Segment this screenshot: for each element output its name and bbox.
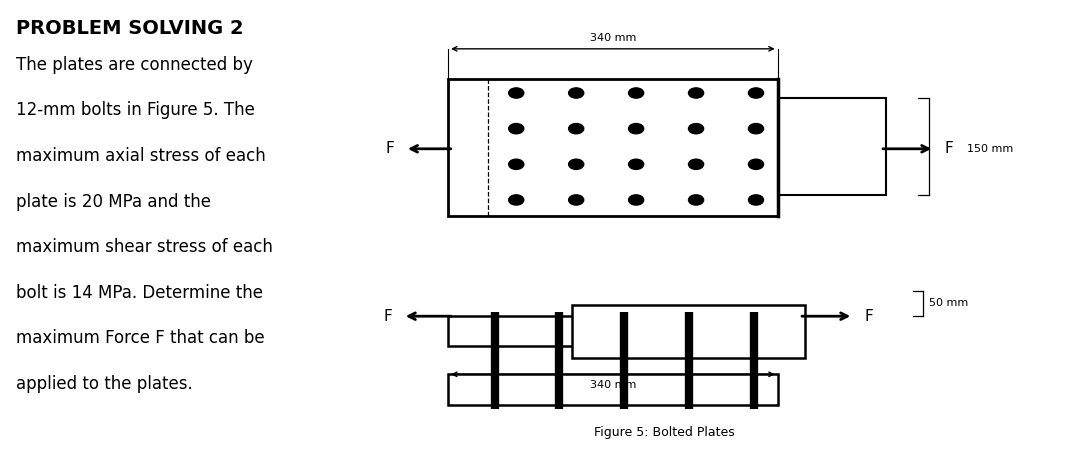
Ellipse shape xyxy=(629,124,644,134)
Text: maximum Force F that can be: maximum Force F that can be xyxy=(16,329,265,347)
Text: 50 mm: 50 mm xyxy=(929,299,968,308)
Ellipse shape xyxy=(569,124,583,134)
Ellipse shape xyxy=(689,88,704,98)
Ellipse shape xyxy=(509,195,524,205)
Ellipse shape xyxy=(689,159,704,169)
Ellipse shape xyxy=(569,159,583,169)
Text: The plates are connected by: The plates are connected by xyxy=(16,56,253,74)
Text: PROBLEM SOLVING 2: PROBLEM SOLVING 2 xyxy=(16,19,244,38)
Bar xyxy=(448,316,778,346)
Text: plate is 20 MPa and the: plate is 20 MPa and the xyxy=(16,193,212,211)
Text: F: F xyxy=(864,309,873,324)
Text: maximum axial stress of each: maximum axial stress of each xyxy=(16,147,266,165)
Ellipse shape xyxy=(509,88,524,98)
Text: Figure 5: Bolted Plates: Figure 5: Bolted Plates xyxy=(594,426,734,439)
Ellipse shape xyxy=(629,195,644,205)
Text: F: F xyxy=(383,309,392,324)
Ellipse shape xyxy=(748,159,764,169)
Text: 340 mm: 340 mm xyxy=(590,33,636,43)
Ellipse shape xyxy=(629,88,644,98)
Ellipse shape xyxy=(748,124,764,134)
Text: 150 mm: 150 mm xyxy=(967,144,1013,154)
Bar xyxy=(572,305,805,358)
Text: 12-mm bolts in Figure 5. The: 12-mm bolts in Figure 5. The xyxy=(16,101,255,120)
Ellipse shape xyxy=(569,195,583,205)
Text: maximum shear stress of each: maximum shear stress of each xyxy=(16,238,273,256)
Ellipse shape xyxy=(748,88,764,98)
Text: bolt is 14 MPa. Determine the: bolt is 14 MPa. Determine the xyxy=(16,284,264,302)
Text: applied to the plates.: applied to the plates. xyxy=(16,375,193,393)
Text: 340 mm: 340 mm xyxy=(590,380,636,391)
Text: F: F xyxy=(386,141,394,156)
Bar xyxy=(448,79,778,216)
Ellipse shape xyxy=(569,88,583,98)
Ellipse shape xyxy=(689,124,704,134)
Text: F: F xyxy=(945,141,954,156)
Ellipse shape xyxy=(509,124,524,134)
Bar xyxy=(448,374,778,405)
Bar xyxy=(778,98,886,195)
Ellipse shape xyxy=(748,195,764,205)
Ellipse shape xyxy=(629,159,644,169)
Ellipse shape xyxy=(509,159,524,169)
Ellipse shape xyxy=(689,195,704,205)
